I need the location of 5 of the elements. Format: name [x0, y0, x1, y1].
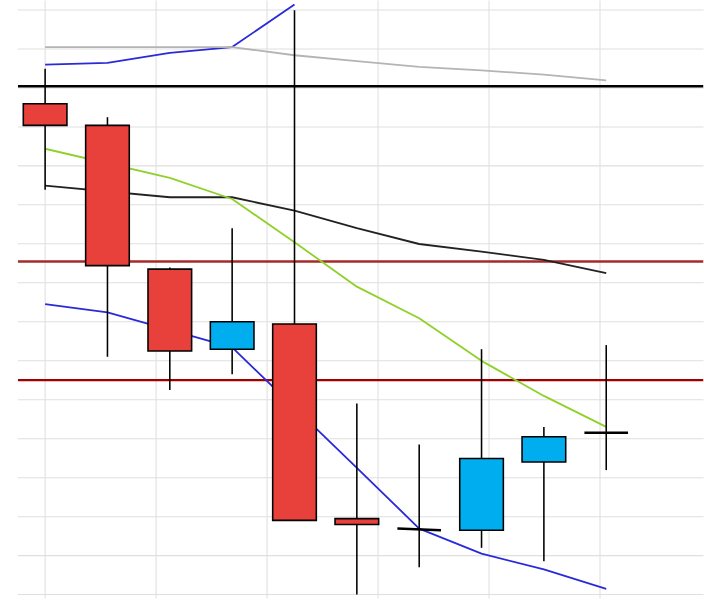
candlestick	[209, 227, 255, 375]
candlestick	[396, 443, 443, 568]
candlestick	[521, 425, 567, 562]
candlestick	[334, 402, 380, 596]
candlestick	[583, 344, 630, 471]
